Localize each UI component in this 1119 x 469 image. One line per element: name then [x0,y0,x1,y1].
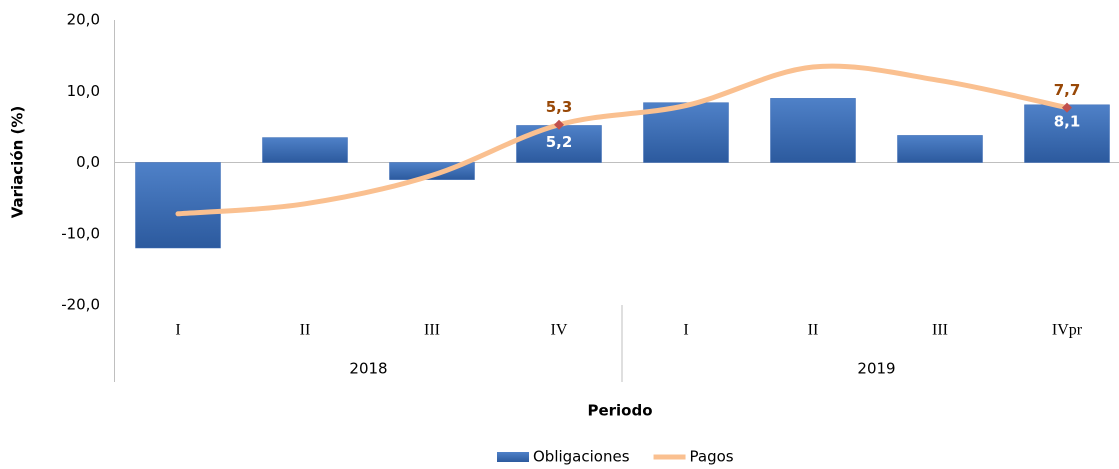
y-tick-label: -10,0 [61,224,100,242]
bar-label: 8,1 [1054,112,1081,130]
bar [135,162,221,249]
bar-label: 5,2 [546,133,573,151]
line-marker [1062,102,1072,113]
x-tick-label: III [424,322,440,339]
line-marker [554,119,564,130]
x-tick-label: IVpr [1052,322,1083,339]
x-tick-label: II [300,322,311,339]
x-tick-label: II [808,322,819,339]
y-tick-label: 20,0 [67,11,100,29]
legend-label: Pagos [690,448,734,466]
x-tick-label: I [683,322,688,339]
line [175,63,1070,217]
legend-label: Obligaciones [533,448,630,466]
y-axis-title: Variación (%) [9,106,27,219]
bar [262,137,348,163]
bar [897,135,983,163]
x-tick-label: III [932,322,948,339]
x-tick-label: IV [551,322,568,339]
x-axis-title: Periodo [587,402,652,420]
legend-swatch [497,452,529,462]
y-tick-label: 10,0 [67,82,100,100]
bar [516,125,602,163]
bar [643,102,729,163]
line-label: 7,7 [1054,81,1081,99]
group-label: 2019 [857,360,895,378]
line-label: 5,3 [546,98,573,116]
bar [1024,104,1110,163]
bar [770,98,856,163]
y-tick-label: -20,0 [61,296,100,314]
group-label: 2018 [349,360,387,378]
x-tick-label: I [175,322,180,339]
y-tick-label: 0,0 [76,153,100,171]
